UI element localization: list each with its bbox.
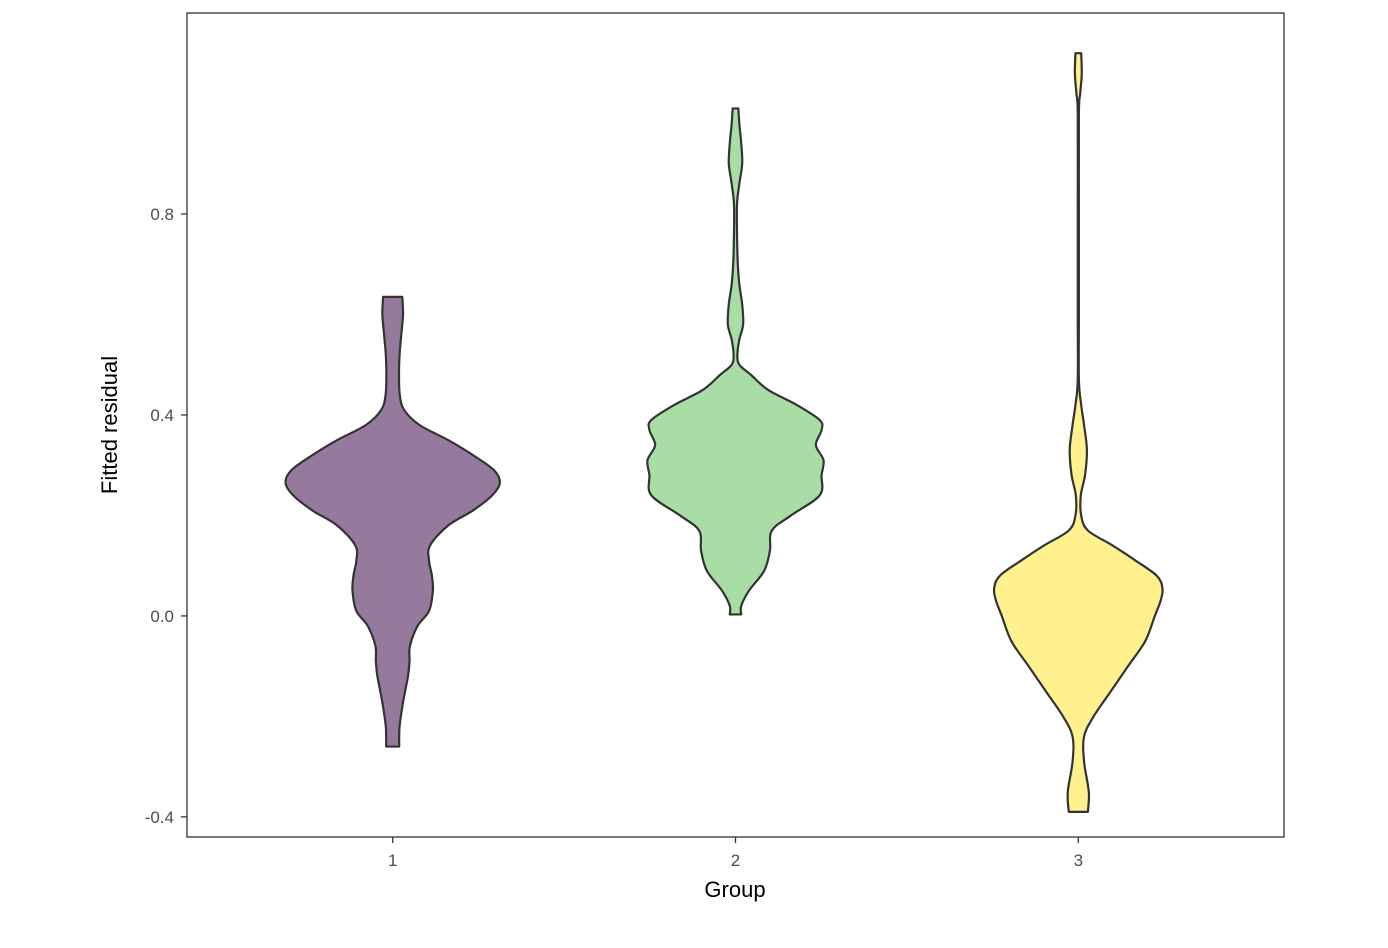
violin-layer [284, 52, 1164, 813]
y-tick-label: 0.0 [150, 607, 174, 626]
violin-group-1 [284, 295, 501, 748]
y-axis: -0.4 0.0 0.4 0.8 [145, 205, 187, 827]
violin-group-3 [992, 52, 1164, 813]
y-axis-title: Fitted residual [97, 356, 122, 494]
x-tick-label: 1 [388, 851, 397, 870]
x-tick-label: 2 [731, 851, 740, 870]
violin-group-2 [646, 107, 825, 616]
y-tick-label: -0.4 [145, 808, 174, 827]
x-axis-title: Group [704, 877, 765, 902]
y-tick-label: 0.8 [150, 205, 174, 224]
x-tick-label: 3 [1074, 851, 1083, 870]
y-tick-label: 0.4 [150, 406, 174, 425]
x-axis: 1 2 3 [388, 837, 1083, 870]
